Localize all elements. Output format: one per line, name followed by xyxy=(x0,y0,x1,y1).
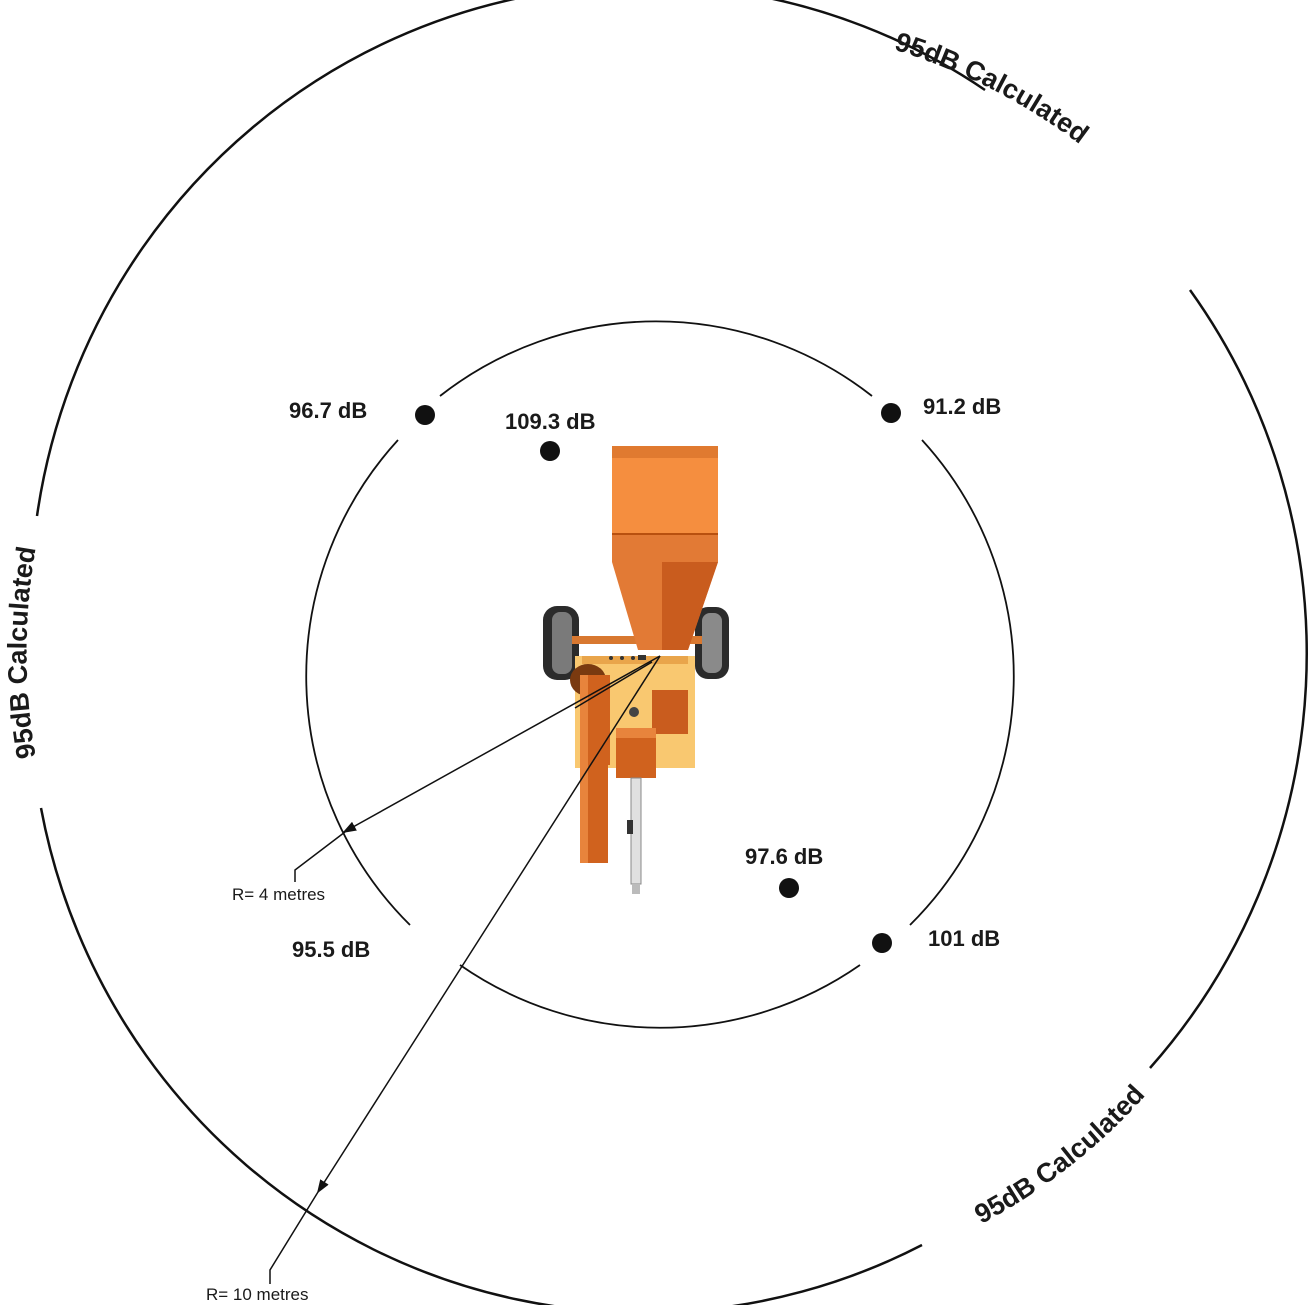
reading-label: 96.7 dB xyxy=(289,398,367,423)
radius-lines xyxy=(269,655,661,1284)
reading-label: 97.6 dB xyxy=(745,844,823,869)
outer-ring-label-text: 95dB Calculated xyxy=(892,26,1094,149)
outer-ring-arc-bottom xyxy=(39,807,923,1305)
inner-ring-arc-right xyxy=(909,439,1015,926)
outer-ring-label-top-right: 95dB Calculated xyxy=(892,26,1094,149)
outer-ring-label-text: 95dB Calculated xyxy=(970,1079,1151,1230)
outer-ring xyxy=(35,0,1308,1305)
outer-ring-arc-top xyxy=(35,0,986,517)
reading-label: 109.3 dB xyxy=(505,409,596,434)
measurement-points xyxy=(415,403,901,953)
outer-ring-arc-right xyxy=(1149,289,1308,1069)
inner-ring-arc-left xyxy=(305,439,411,926)
measurement-point-91-2 xyxy=(881,403,901,423)
outer-ring-label-left: 95dB Calculated xyxy=(3,544,42,761)
machine-top-view xyxy=(543,446,729,894)
radius-10m-label: R= 10 metres xyxy=(206,1285,309,1304)
radius-4m-leader xyxy=(294,831,346,882)
radius-4m-label: R= 4 metres xyxy=(232,885,325,904)
radius-10m-leader xyxy=(269,1191,319,1284)
drawbar xyxy=(627,777,642,894)
hopper xyxy=(612,446,718,534)
measurement-point-96-7 xyxy=(415,405,435,425)
inner-ring xyxy=(305,320,1015,1029)
reading-label: 101 dB xyxy=(928,926,1000,951)
radius-4m-line xyxy=(342,655,661,833)
reading-label: 91.2 dB xyxy=(923,394,1001,419)
reading-label: 95.5 dB xyxy=(292,937,370,962)
measurement-point-101 xyxy=(872,933,892,953)
radius-10m-line xyxy=(316,655,661,1194)
measurement-point-97-6 xyxy=(779,878,799,898)
inner-ring-arc-bottom xyxy=(459,964,861,1029)
measurement-point-109-3 xyxy=(540,441,560,461)
outer-ring-label-text: 95dB Calculated xyxy=(3,544,42,761)
discharge-pipe xyxy=(570,664,610,863)
outer-ring-label-bottom-right: 95dB Calculated xyxy=(970,1079,1151,1230)
inner-ring-arc-top xyxy=(439,320,873,397)
